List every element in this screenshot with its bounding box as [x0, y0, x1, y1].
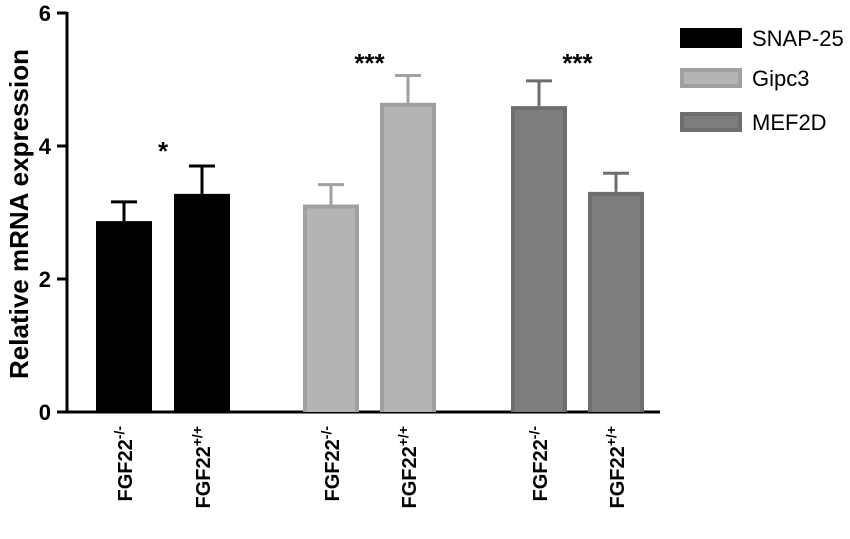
- legend-swatch-fill: [684, 116, 738, 128]
- legend-label: MEF2D: [752, 110, 827, 135]
- x-category-label: FGF22+/+: [189, 426, 215, 509]
- x-category-label: FGF22-/-: [318, 426, 344, 502]
- y-tick-label: 0: [39, 400, 51, 425]
- y-tick-label: 6: [39, 1, 51, 26]
- significance-marker: *: [158, 136, 169, 166]
- legend-swatch-fill: [684, 72, 738, 84]
- legend: SNAP-25 Gipc3 MEF2D: [680, 26, 844, 135]
- bars: **** ***: [96, 48, 644, 413]
- bar-fill: [515, 110, 563, 412]
- category-labels: FGF22-/- FGF22+/+ FGF22-/- FGF22+/+ FGF22-/-…: [111, 426, 629, 509]
- bar-fill: [592, 195, 640, 412]
- bar-snap-25-wt: [174, 193, 230, 412]
- x-category-label: FGF22-/-: [526, 426, 552, 502]
- bar-fill: [307, 208, 355, 412]
- y-tick-label: 4: [39, 134, 52, 159]
- bar-fill: [384, 106, 432, 413]
- x-category-label: FGF22+/+: [603, 426, 629, 509]
- legend-label: Gipc3: [752, 66, 809, 91]
- legend-swatch-snap-25: [680, 28, 742, 48]
- significance-marker: ***: [562, 48, 593, 78]
- bar-snap-25-ko: [96, 221, 152, 412]
- x-category-label: FGF22-/-: [111, 426, 137, 502]
- legend-label: SNAP-25: [752, 26, 844, 51]
- significance-marker: ***: [354, 48, 385, 78]
- x-category-label: FGF22+/+: [395, 426, 421, 509]
- y-axis-label: Relative mRNA expression: [4, 49, 34, 379]
- y-tick-label: 2: [39, 267, 51, 292]
